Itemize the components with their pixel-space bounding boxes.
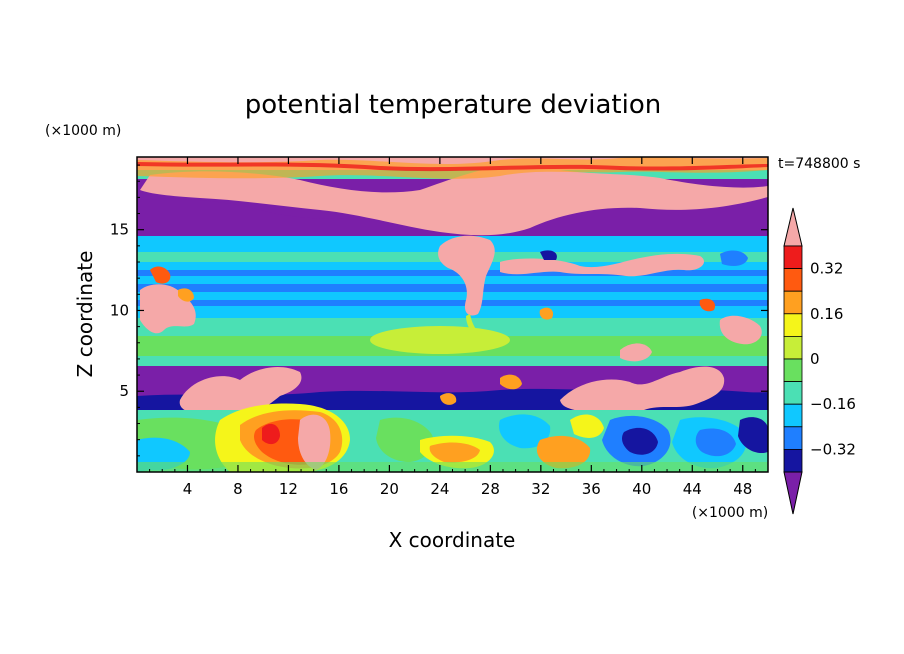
colorbar: 0.32 0.16 0 −0.16 −0.32 <box>783 207 856 515</box>
x-tick-label: 12 <box>279 480 298 498</box>
x-tick-label: 8 <box>233 480 243 498</box>
plot-area <box>137 157 768 472</box>
x-tick-label: 28 <box>481 480 500 498</box>
colorbar-label: 0.16 <box>810 305 843 323</box>
x-tick-label: 40 <box>632 480 651 498</box>
colorbar-extend-max <box>783 207 803 247</box>
colorbar-box <box>783 313 803 337</box>
y-axis: 5 10 15 <box>110 164 768 457</box>
colorbar-label: −0.16 <box>810 395 856 413</box>
colorbar-box <box>783 448 803 473</box>
y-axis-units: (×1000 m) <box>45 123 121 139</box>
x-tick-label: 36 <box>582 480 601 498</box>
colorbar-extend-min <box>783 471 803 515</box>
x-tick-label: 32 <box>531 480 550 498</box>
colorbar-box <box>783 335 803 360</box>
time-label: t=748800 s <box>778 156 860 172</box>
colorbar-box <box>783 358 803 383</box>
chart-title: potential temperature deviation <box>245 90 661 120</box>
y-tick-label: 10 <box>110 301 129 319</box>
y-tick-label: 15 <box>110 221 129 239</box>
x-axis: 4 8 12 16 20 24 28 32 36 40 44 48 <box>149 157 756 498</box>
colorbar-label: −0.32 <box>810 440 856 458</box>
x-tick-label: 4 <box>183 480 193 498</box>
x-tick-label: 24 <box>430 480 449 498</box>
colorbar-box <box>783 290 803 315</box>
x-tick-label: 16 <box>329 480 348 498</box>
y-tick-label: 5 <box>119 382 129 400</box>
colorbar-label: 0.32 <box>810 260 843 278</box>
colorbar-box <box>783 268 803 292</box>
colorbar-box <box>783 426 803 450</box>
colorbar-box <box>783 403 803 428</box>
x-tick-label: 44 <box>683 480 702 498</box>
colorbar-box <box>783 381 803 405</box>
x-axis-units: (×1000 m) <box>692 505 768 521</box>
colorbar-label: 0 <box>810 350 820 368</box>
x-tick-label: 20 <box>380 480 399 498</box>
x-tick-label: 48 <box>733 480 752 498</box>
colorbar-box <box>783 245 803 270</box>
y-axis-label: Z coordinate <box>73 251 97 378</box>
x-axis-label: X coordinate <box>389 528 516 552</box>
